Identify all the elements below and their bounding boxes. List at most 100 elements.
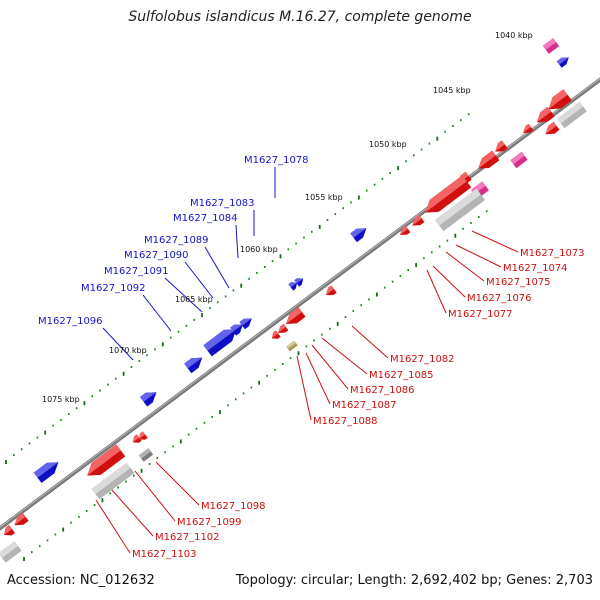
- gene-reverse-1040-pink-shine: [542, 38, 557, 50]
- kbp-label-1075: 1075 kbp: [42, 395, 80, 404]
- gene-label-m1627-1103[interactable]: M1627_1103: [132, 549, 197, 560]
- gene-reverse-1048-shine: [495, 140, 505, 152]
- gene-label-m1627-1096[interactable]: M1627_1096: [38, 316, 103, 327]
- gene-reverse-1076: [412, 214, 425, 226]
- gene-forward-1091: [203, 329, 237, 357]
- gene-reverse-1077-shine: [400, 225, 408, 236]
- connector-forward-3: [204, 246, 230, 289]
- gene-forward-1083-shine: [288, 282, 298, 288]
- feature-other-1099: [138, 448, 154, 462]
- connector-reverse-13: [95, 499, 131, 554]
- gene-forward-1078: [350, 228, 367, 243]
- gene-reverse-1045: [545, 121, 560, 135]
- gene-reverse-1040-pink: [542, 38, 560, 54]
- gene-label-m1627-1092[interactable]: M1627_1092: [81, 283, 146, 294]
- gene-forward-1099-up-shine: [33, 462, 59, 478]
- gene-label-m1627-1086[interactable]: M1627_1086: [350, 385, 415, 396]
- kbp-label-1055: 1055 kbp: [305, 193, 343, 202]
- gene-forward-1091-shine: [203, 329, 237, 351]
- gene-reverse-1077: [400, 225, 411, 236]
- connector-reverse-8: [305, 352, 331, 405]
- gene-forward-1099-up: [33, 462, 59, 484]
- gene-reverse-1098b-shine: [138, 431, 146, 440]
- gene-reverse-1082-shine: [326, 285, 334, 296]
- gene-label-m1627-1083[interactable]: M1627_1083: [190, 198, 255, 209]
- connector-reverse-2: [445, 251, 485, 282]
- gene-reverse-1048: [495, 140, 508, 152]
- accession-text: Accession: NC_012632: [7, 573, 155, 588]
- gene-forward-1092: [184, 357, 203, 374]
- gene-label-m1627-1076[interactable]: M1627_1076: [467, 293, 532, 304]
- scale-labels: 1040 kbp 1045 kbp 1050 kbp 1055 kbp 1060…: [42, 31, 533, 404]
- gene-label-m1627-1082[interactable]: M1627_1082: [390, 354, 455, 365]
- gene-label-m1627-1091[interactable]: M1627_1091: [104, 266, 169, 277]
- gene-label-m1627-1084[interactable]: M1627_1084: [173, 213, 238, 224]
- gene-reverse-1102-shine: [87, 444, 121, 476]
- connector-reverse-11: [134, 470, 176, 522]
- gene-reverse-1073-shine: [425, 175, 467, 213]
- gene-reverse-1087: [271, 330, 281, 339]
- gene-forward-1099-up-body: [33, 462, 59, 484]
- gene-reverse-1045-shine: [545, 121, 557, 135]
- gene-label-m1627-1074[interactable]: M1627_1074: [503, 263, 568, 274]
- gene-reverse-1042-shine: [548, 89, 568, 110]
- gene-reverse-1086: [278, 323, 289, 334]
- feature-rna-1103-shine: [91, 462, 131, 495]
- gene-label-m1627-1078[interactable]: M1627_1078: [244, 155, 309, 166]
- connector-reverse-7: [311, 344, 349, 390]
- gene-reverse-1043-shine: [536, 106, 552, 123]
- gene-label-m1627-1089[interactable]: M1627_1089: [144, 235, 209, 246]
- gene-label-m1627-1098[interactable]: M1627_1098: [201, 501, 266, 512]
- connector-forward-2: [235, 224, 239, 259]
- connector-forward-4: [184, 261, 214, 299]
- gene-forward-1089: [239, 318, 252, 330]
- feature-rna-1075: [435, 188, 485, 232]
- gene-reverse-1049-pink: [510, 151, 528, 169]
- gene-reverse-1105: [4, 524, 16, 536]
- gene-forward-1040: [556, 57, 569, 68]
- connector-reverse-5: [351, 325, 389, 359]
- gene-forward-1040-shine: [556, 57, 569, 65]
- kbp-label-1065: 1065 kbp: [175, 295, 213, 304]
- gene-forward-1084: [294, 278, 304, 287]
- genome-title: Sulfolobus islandicus M.16.27, complete …: [128, 9, 472, 25]
- label-connectors: [95, 167, 519, 554]
- feature-other-1088: [286, 340, 298, 352]
- gene-forward-1096: [140, 392, 157, 407]
- gene-label-m1627-1102[interactable]: M1627_1102: [155, 532, 220, 543]
- reverse-gene-labels: M1627_1073 M1627_1074 M1627_1075 M1627_1…: [132, 248, 585, 560]
- gene-forward-1084-shine: [294, 278, 304, 284]
- gene-label-m1627-1085[interactable]: M1627_1085: [369, 370, 434, 381]
- feature-rna-1106: [0, 541, 22, 563]
- gene-reverse-1076-shine: [412, 214, 422, 226]
- gene-forward-1092-shine: [184, 357, 203, 369]
- gene-features: [0, 38, 587, 563]
- gene-label-m1627-1090[interactable]: M1627_1090: [124, 250, 189, 261]
- connector-reverse-3: [432, 265, 466, 298]
- gene-reverse-1043: [536, 106, 555, 123]
- gene-reverse-1098a: [132, 434, 142, 443]
- connector-forward-7: [102, 327, 134, 361]
- gene-forward-1091-body: [203, 329, 237, 357]
- gene-label-m1627-1099[interactable]: M1627_1099: [177, 517, 242, 528]
- feature-rna-1075-shine: [435, 188, 481, 226]
- connector-reverse-9: [296, 355, 312, 421]
- gene-reverse-1046-shine: [523, 123, 531, 134]
- gene-label-m1627-1075[interactable]: M1627_1075: [486, 277, 551, 288]
- kbp-label-1060: 1060 kbp: [240, 245, 278, 254]
- connector-reverse-10: [155, 461, 200, 506]
- kbp-label-1045: 1045 kbp: [433, 86, 471, 95]
- gene-label-m1627-1087[interactable]: M1627_1087: [332, 400, 397, 411]
- gene-reverse-1098b: [138, 431, 148, 440]
- gene-label-m1627-1073[interactable]: M1627_1073: [520, 248, 585, 259]
- feature-rna-1044: [557, 101, 587, 129]
- connector-forward-6: [142, 294, 172, 332]
- gene-label-m1627-1088[interactable]: M1627_1088: [313, 416, 378, 427]
- gene-label-m1627-1077[interactable]: M1627_1077: [448, 309, 513, 320]
- connector-reverse-1: [455, 244, 502, 268]
- kbp-label-1040: 1040 kbp: [495, 31, 533, 40]
- feature-rna-1044-shine: [557, 101, 584, 124]
- gene-reverse-1050: [478, 150, 500, 169]
- kbp-label-1070: 1070 kbp: [109, 346, 147, 355]
